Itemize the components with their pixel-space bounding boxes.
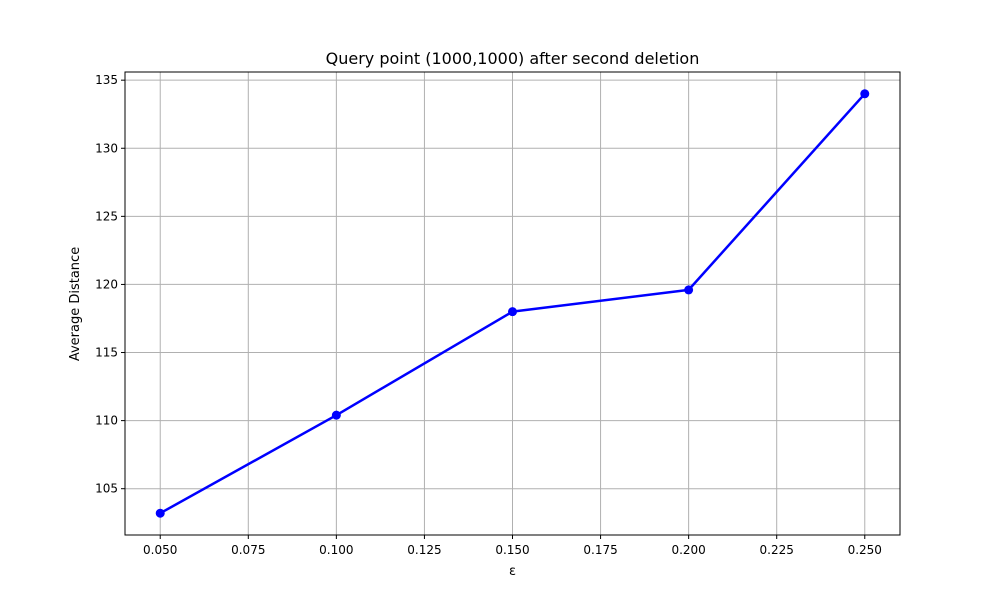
y-tick-label: 110	[95, 414, 118, 428]
axes: 0.050 0.075 0.100 0.125 0.150 0.175 0.200 0.225…	[95, 71, 901, 557]
y-tick-label: 105	[95, 482, 118, 496]
data-point	[508, 307, 517, 317]
data-point	[331, 410, 341, 420]
series-layer	[155, 89, 870, 518]
x-tick-label: 0.200	[671, 543, 705, 557]
y-tick-label: 135	[95, 73, 118, 87]
data-point	[155, 508, 165, 518]
x-tick-label: 0.150	[495, 543, 529, 557]
x-tick-label: 0.225	[760, 543, 794, 557]
chart-title: Query point (1000,1000) after second del…	[326, 49, 700, 68]
y-tick-label: 130	[95, 141, 118, 155]
x-tick-label: 0.175	[583, 543, 617, 557]
y-tick-label: 120	[95, 277, 118, 291]
grid	[125, 72, 900, 535]
y-tick-label: 115	[95, 346, 118, 360]
x-tick-label: 0.250	[848, 543, 882, 557]
y-tick-label: 125	[95, 209, 118, 223]
y-axis-label: Average Distance	[68, 247, 83, 361]
x-tick-label: 0.075	[231, 543, 265, 557]
data-point	[860, 89, 870, 99]
x-tick-label: 0.125	[407, 543, 441, 557]
data-point	[684, 285, 694, 295]
x-tick-label: 0.100	[319, 543, 353, 557]
x-axis-label: ε	[509, 564, 516, 579]
x-tick-label: 0.050	[143, 543, 177, 557]
